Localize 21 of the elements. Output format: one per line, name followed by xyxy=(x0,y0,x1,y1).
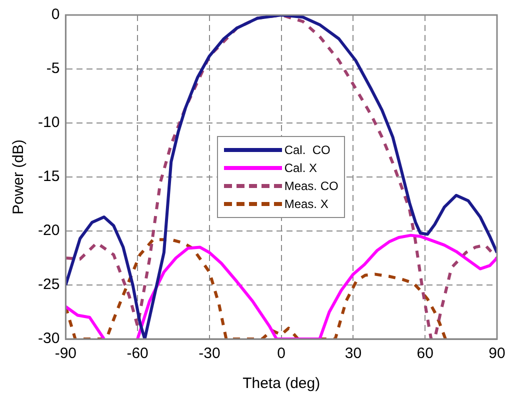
x-tick-label: 0 xyxy=(277,345,286,362)
line-series xyxy=(66,238,447,339)
x-tick-label: -90 xyxy=(54,345,77,362)
x-tick-label: -60 xyxy=(126,345,148,362)
legend-label: Cal. CO xyxy=(284,143,330,157)
x-tick-label: 60 xyxy=(416,345,434,362)
y-tick-label: -30 xyxy=(38,330,60,348)
legend-label: Cal. X xyxy=(284,161,318,175)
legend-label: Meas. X xyxy=(284,197,328,211)
y-tick-label: -5 xyxy=(46,60,60,78)
y-axis-title: Power (dB) xyxy=(10,139,28,215)
x-tick-label: 90 xyxy=(488,345,506,362)
x-tick-label: 30 xyxy=(344,345,362,362)
legend-label: Meas. CO xyxy=(284,179,338,193)
y-tick-label: -20 xyxy=(38,222,60,240)
x-tick-label: -30 xyxy=(198,345,220,362)
x-axis-title: Theta (deg) xyxy=(242,375,320,392)
y-tick-label: -10 xyxy=(38,114,60,132)
y-tick-label: -15 xyxy=(38,168,60,186)
y-tick-label: 0 xyxy=(51,6,60,24)
y-tick-label: -25 xyxy=(38,276,60,294)
